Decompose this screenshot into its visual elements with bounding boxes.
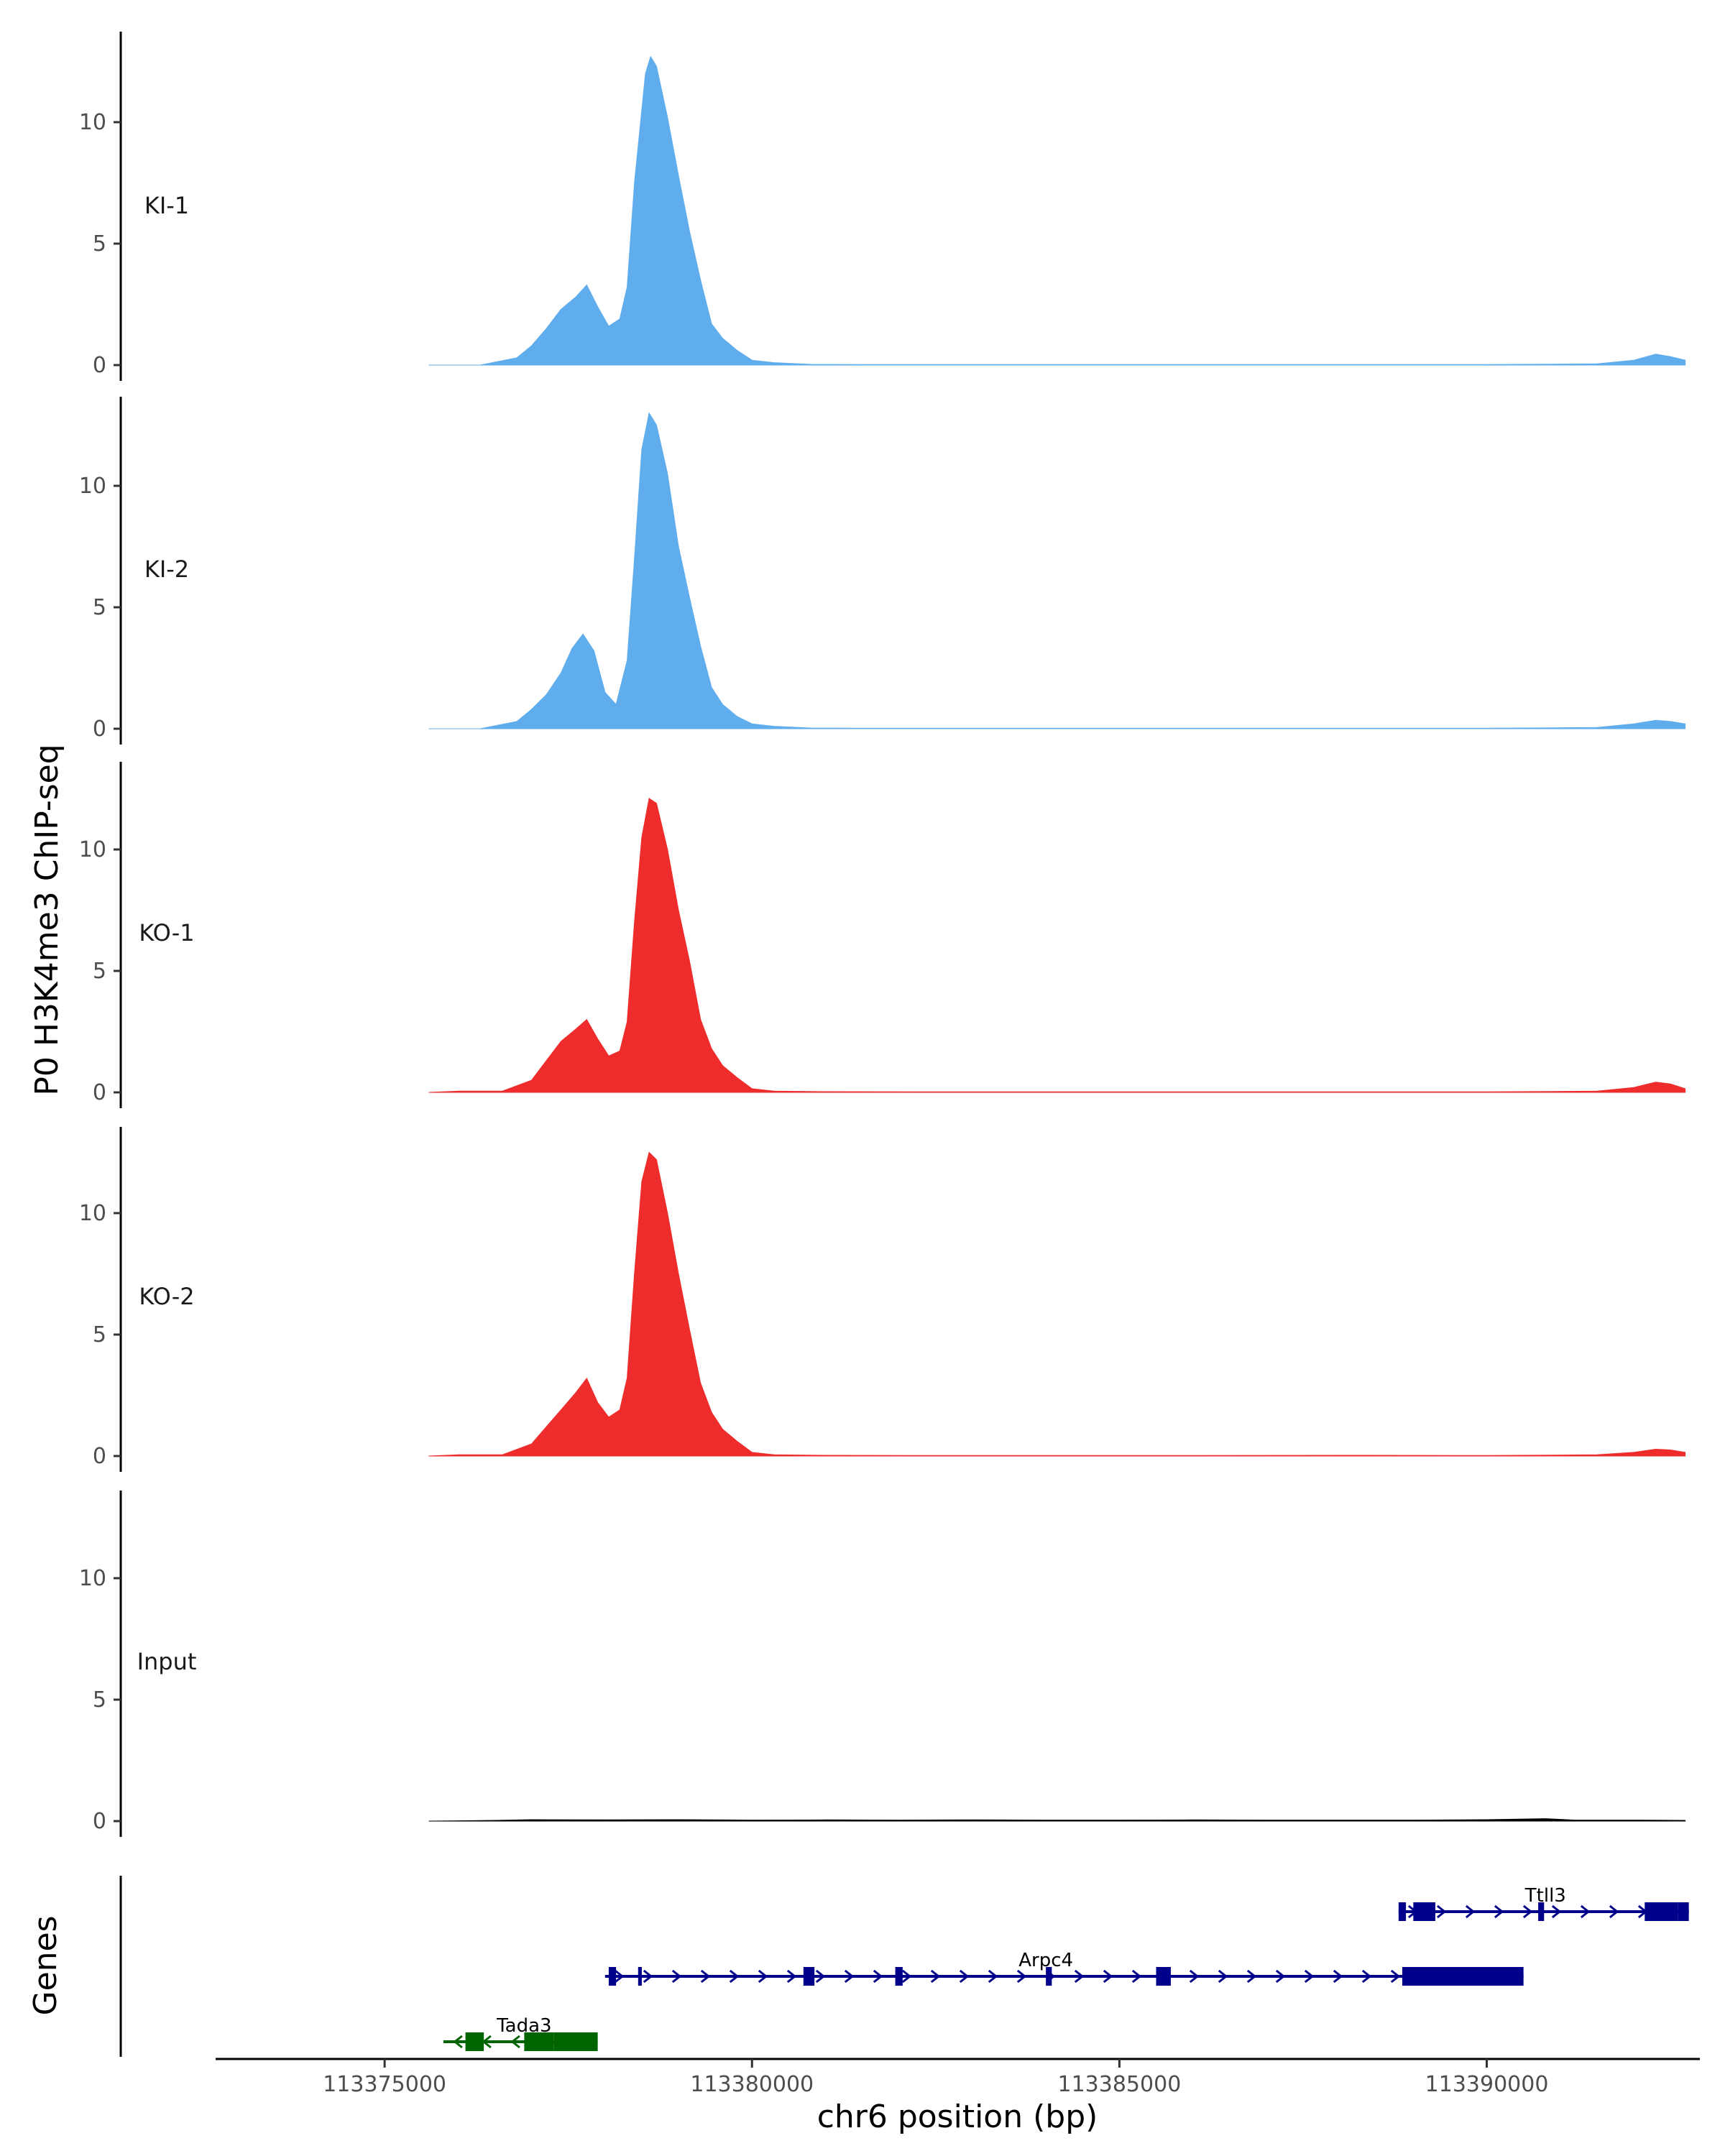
exon: [895, 1967, 903, 1986]
signal-area: [428, 1151, 1686, 1457]
y-tick-label: 5: [93, 1687, 106, 1713]
strand-chevron: [700, 1969, 711, 1984]
y-axis-title: P0 H3K4me3 ChIP-seq: [29, 744, 65, 1095]
strand-chevron: [815, 1969, 826, 1984]
strand-chevron: [1551, 1904, 1562, 1919]
gene-label: Ttll3: [1524, 1885, 1566, 1907]
track-ki-2: 0 5 10 KI-2: [79, 397, 1686, 745]
strand-chevron: [1218, 1969, 1228, 1984]
track-ki-1: 0 5 10 KI-1: [79, 32, 1686, 381]
x-tick-label: 113375000: [323, 2072, 446, 2097]
strand-chevron: [1580, 1904, 1591, 1919]
exon: [803, 1967, 815, 1986]
strand-chevron: [1189, 1969, 1200, 1984]
x-tick-label: 113390000: [1425, 2072, 1549, 2097]
strand-chevron: [1465, 1904, 1476, 1919]
strand-chevron: [729, 1969, 740, 1984]
strand-chevron: [671, 1969, 682, 1984]
strand-chevron: [1246, 1969, 1257, 1984]
y-tick-label: 0: [93, 1444, 106, 1469]
y-tick-label: 0: [93, 353, 106, 378]
signal-area: [428, 798, 1686, 1093]
y-tick-label: 5: [93, 1322, 106, 1348]
exon: [638, 1967, 642, 1986]
signal-area: [428, 55, 1686, 366]
track-label: KO-2: [139, 1283, 194, 1310]
y-tick-label: 5: [93, 595, 106, 620]
exon: [553, 2032, 598, 2051]
track-ko-1: 0 5 10 KO-1: [79, 762, 1686, 1108]
exon: [1398, 1902, 1407, 1921]
y-tick-label: 10: [79, 1201, 106, 1226]
strand-chevron: [1275, 1969, 1286, 1984]
track-ko-2: 0 5 10 KO-2: [79, 1127, 1686, 1472]
strand-chevron: [1522, 1904, 1533, 1919]
exon: [1402, 1967, 1524, 1986]
strand-chevron: [1609, 1904, 1619, 1919]
exon: [524, 2032, 554, 2051]
x-axis: 113375000 113380000 113385000 113390000: [216, 2058, 1700, 2097]
strand-chevron: [1494, 1904, 1504, 1919]
track-label: KI-1: [144, 192, 189, 219]
gene-label: Tada3: [496, 2015, 552, 2037]
exon: [465, 2032, 484, 2051]
y-tick-label: 5: [93, 959, 106, 984]
strand-chevron: [1333, 1969, 1343, 1984]
strand-chevron: [901, 1969, 912, 1984]
signal-area: [428, 412, 1686, 729]
genes-track-label: Genes: [27, 1915, 64, 2015]
gene-tada3: Tada3: [443, 2015, 598, 2051]
strand-chevron: [930, 1969, 941, 1984]
track-label: KO-1: [139, 919, 194, 946]
strand-chevron: [1361, 1969, 1372, 1984]
signal-area: [428, 1818, 1686, 1822]
genes-track: Genes Ttll3 Arpc4 Tada3: [27, 1876, 1689, 2057]
y-tick-label: 0: [93, 1809, 106, 1834]
y-tick-label: 10: [79, 837, 106, 862]
x-axis-title: chr6 position (bp): [817, 2099, 1098, 2135]
strand-chevron: [758, 1969, 768, 1984]
strand-chevron: [786, 1969, 797, 1984]
exon: [1156, 1967, 1171, 1986]
strand-chevron: [1103, 1969, 1113, 1984]
y-tick-label: 10: [79, 1566, 106, 1591]
exon: [1644, 1902, 1678, 1921]
track-label: KI-2: [144, 556, 189, 583]
strand-chevron: [453, 2035, 463, 2049]
exon: [608, 1967, 617, 1986]
gene-label: Arpc4: [1018, 1950, 1073, 1971]
strand-chevron: [873, 1969, 883, 1984]
y-tick-label: 10: [79, 110, 106, 135]
x-tick-label: 113385000: [1058, 2072, 1182, 2097]
track-label: Input: [137, 1648, 197, 1675]
strand-chevron: [1390, 1969, 1401, 1984]
signal-tracks: 0 5 10 KI-1 0 5 10 KI-2 0 5 10 KO-1 0 5 10 KO-2 0 5 10 Inpu…: [79, 32, 1686, 1837]
strand-chevron: [959, 1969, 970, 1984]
strand-chevron: [1304, 1969, 1315, 1984]
strand-chevron: [1016, 1969, 1027, 1984]
strand-chevron: [1436, 1904, 1447, 1919]
strand-chevron: [614, 1969, 625, 1984]
y-tick-label: 5: [93, 231, 106, 257]
exon: [1678, 1902, 1689, 1921]
gene-ttll3: Ttll3: [1398, 1885, 1689, 1921]
strand-chevron: [844, 1969, 855, 1984]
y-tick-label: 0: [93, 1080, 106, 1105]
gene-arpc4: Arpc4: [604, 1950, 1524, 1986]
exon: [1413, 1902, 1435, 1921]
strand-chevron: [510, 2035, 520, 2049]
strand-chevron: [988, 1969, 998, 1984]
x-tick-label: 113380000: [690, 2072, 814, 2097]
exon: [1538, 1902, 1545, 1921]
y-tick-label: 10: [79, 474, 106, 499]
strand-chevron: [643, 1969, 653, 1984]
strand-chevron: [1074, 1969, 1085, 1984]
track-input: 0 5 10 Input: [79, 1491, 1686, 1837]
y-tick-label: 0: [93, 717, 106, 742]
strand-chevron: [1131, 1969, 1142, 1984]
exon: [1046, 1967, 1052, 1986]
